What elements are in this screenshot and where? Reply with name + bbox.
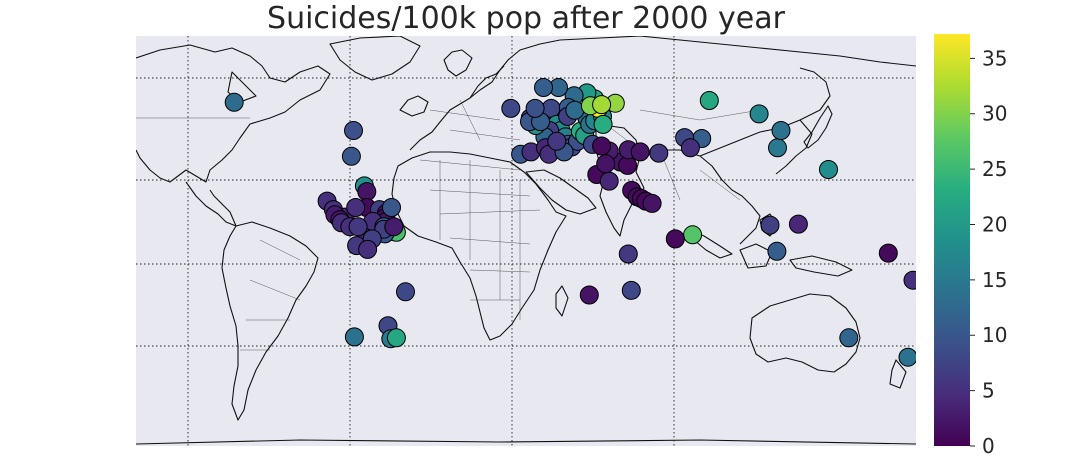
data-point-42 [749,104,769,124]
data-point-52 [898,347,916,367]
data-point-61 [630,142,650,162]
colorbar-tick-label: 35 [982,46,1007,70]
data-point-34 [344,327,364,347]
data-point-6 [346,198,366,217]
country-borders [136,99,761,351]
data-point-102 [596,154,616,174]
data-points [224,78,916,367]
data-point-97 [593,114,613,134]
data-point-27 [348,217,368,237]
colorbar-tick-label: 5 [982,379,995,403]
data-point-55 [621,280,641,300]
data-point-57 [599,171,619,191]
data-point-108 [525,98,545,118]
data-point-44 [683,225,703,245]
colorbar-ticks: 0 5 10 15 20 25 30 35 [970,46,1007,458]
data-point-43 [819,160,838,179]
colorbar-tick-label: 0 [982,434,995,458]
colorbar-tick-label: 15 [982,268,1007,292]
data-point-54 [618,244,638,264]
data-point-39 [680,138,700,158]
data-point-40 [768,138,787,158]
colorbar-tick-label: 30 [982,102,1007,126]
data-point-47 [788,214,808,234]
data-point-36 [699,91,719,110]
data-point-46 [760,215,780,235]
data-point-45 [665,229,685,249]
data-point-92 [534,78,553,97]
data-point-101 [592,136,612,156]
data-point-68 [649,143,669,163]
data-point-51 [839,328,859,348]
data-point-20 [384,217,404,237]
data-point-33 [386,328,406,348]
data-point-1 [341,146,361,166]
data-point-41 [771,121,791,140]
data-point-48 [767,241,787,261]
data-point-49 [878,243,898,263]
data-point-67 [642,193,662,213]
data-point-0 [344,121,363,140]
data-point-113 [547,131,567,151]
data-point-3 [357,182,377,202]
data-point-30 [396,282,415,302]
colorbar [934,34,970,446]
colorbar-tick-label: 25 [982,157,1007,181]
data-point-29 [358,239,378,259]
data-point-35 [224,92,244,112]
chart-title: Suicides/100k pop after 2000 year [267,1,785,36]
data-point-109 [501,98,521,118]
colorbar-tick-label: 10 [982,323,1007,347]
map-background [136,36,916,446]
data-point-99 [592,95,612,115]
data-point-14 [382,198,401,217]
colorbar-tick-label: 20 [982,212,1007,236]
coastlines [136,36,916,445]
data-point-50 [903,270,916,290]
data-point-53 [579,285,599,305]
